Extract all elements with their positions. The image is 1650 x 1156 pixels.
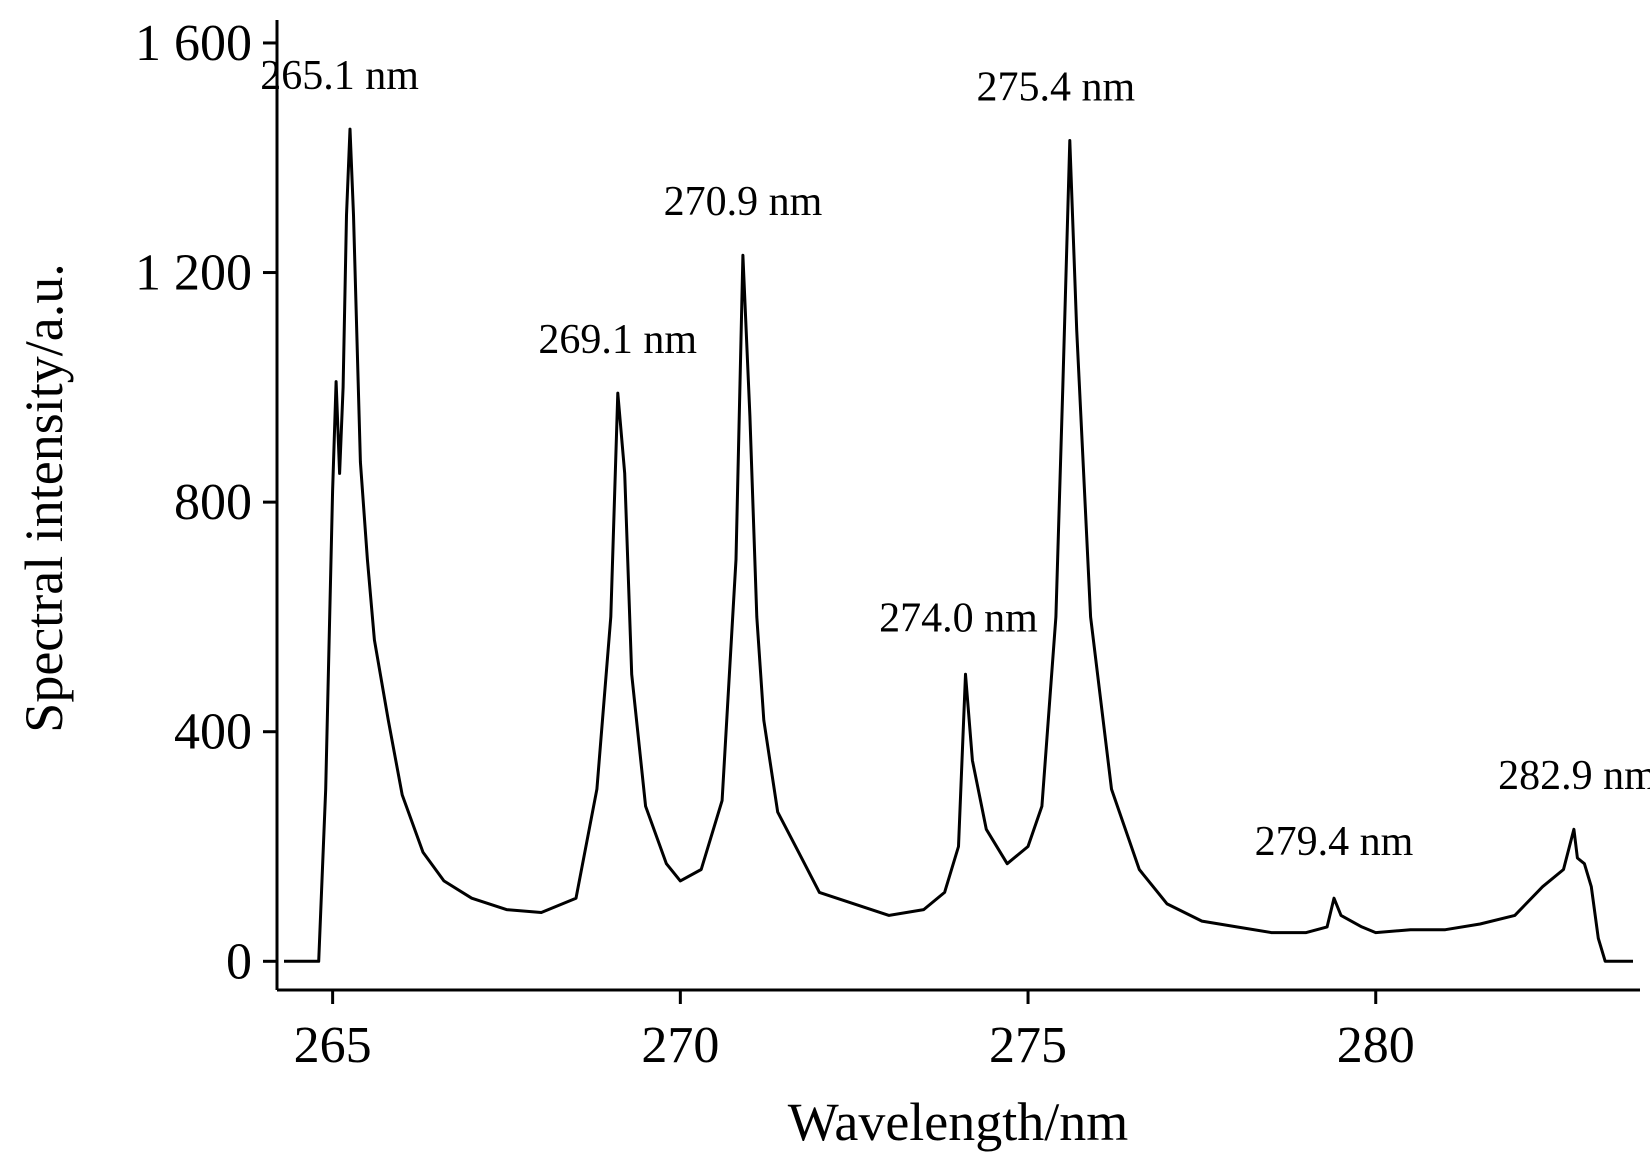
peak-label: 269.1 nm xyxy=(538,317,697,363)
series-line xyxy=(284,127,1633,963)
y-tick-label: 400 xyxy=(174,704,252,761)
x-tick-label: 275 xyxy=(989,1017,1067,1074)
x-axis-title: Wavelength/nm xyxy=(788,1092,1129,1152)
x-tick-label: 270 xyxy=(641,1017,719,1074)
y-tick-label: 0 xyxy=(226,933,252,990)
peak-label: 270.9 nm xyxy=(664,179,823,225)
y-tick-label: 1 200 xyxy=(135,245,252,302)
x-axis: 265 270 275 280 xyxy=(277,988,1640,1074)
peak-label: 274.0 nm xyxy=(879,595,1038,641)
y-tick-label: 1 600 xyxy=(135,15,252,72)
x-tick-label: 265 xyxy=(294,1017,372,1074)
y-axis-title: Spectral intensity/a.u. xyxy=(14,263,74,732)
peak-label: 265.1 nm xyxy=(260,53,419,99)
peak-label: 279.4 nm xyxy=(1255,819,1414,865)
series-layer xyxy=(284,127,1633,963)
peak-label: 275.4 nm xyxy=(977,64,1136,110)
annotation-layer: 265.1 nm 269.1 nm 270.9 nm 274.0 nm 275.4 nm… xyxy=(260,53,1650,865)
y-tick-label: 800 xyxy=(174,474,252,531)
y-axis: 0 400 800 1 200 1 600 xyxy=(135,15,279,990)
peak-label: 282.9 nm xyxy=(1498,753,1650,799)
x-tick-label: 280 xyxy=(1337,1017,1415,1074)
